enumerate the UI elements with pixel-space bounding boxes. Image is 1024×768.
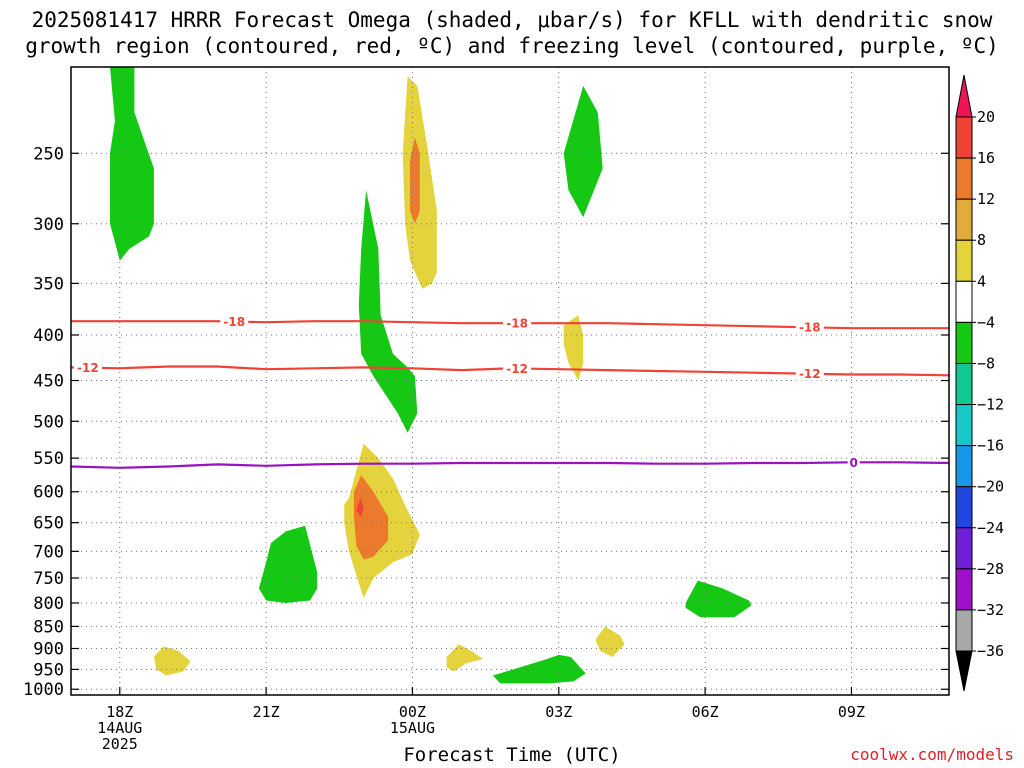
colorbar-segment — [955, 321, 973, 364]
y-tick-label: 800 — [33, 594, 64, 614]
colorbar-label: −12 — [977, 396, 1004, 414]
plot-area — [71, 67, 949, 695]
chart-title-line-1: 2025081417 HRRR Forecast Omega (shaded, … — [31, 8, 993, 32]
colorbar-segment — [955, 280, 973, 323]
contour-label-bg — [73, 360, 102, 375]
y-tick-label: 250 — [33, 144, 64, 164]
colorbar-segment — [955, 445, 973, 488]
colorbar-label: −36 — [977, 642, 1004, 660]
contour-line-2 — [71, 461, 949, 469]
omega-region-3 — [358, 190, 418, 433]
colorbar-segment — [955, 116, 973, 159]
x-tick-label: 15AUG — [390, 719, 435, 737]
omega-region-7 — [353, 475, 389, 560]
y-tick-label: 950 — [33, 660, 64, 680]
omega-region-9 — [258, 525, 318, 603]
colorbar-segment — [955, 404, 973, 447]
x-tick-label: 14AUG — [97, 719, 142, 737]
y-tick-label: 300 — [33, 215, 64, 235]
colorbar-label: −4 — [977, 313, 995, 331]
omega-region-5 — [563, 315, 584, 381]
y-tick-label: 450 — [33, 372, 64, 392]
x-tick-label: 2025 — [102, 735, 138, 753]
contour-label: 0 — [850, 456, 858, 470]
colorbar-segment — [955, 527, 973, 570]
colorbar-label: −8 — [977, 354, 995, 372]
colorbar-label: 20 — [977, 108, 995, 126]
contour-label: -12 — [799, 367, 821, 381]
y-tick-label: 500 — [33, 412, 64, 432]
colorbar-segment — [955, 568, 973, 611]
x-tick-label: 03Z — [545, 703, 572, 721]
colorbar-label: −24 — [977, 519, 1004, 537]
colorbar-arrow-bottom — [955, 650, 973, 692]
contour-label-bg — [503, 316, 532, 331]
colorbar-arrow-top — [955, 74, 973, 118]
omega-region-13 — [595, 626, 625, 657]
contour-label-bg — [795, 320, 824, 335]
contour-label-bg — [795, 366, 824, 381]
y-tick-label: 850 — [33, 617, 64, 637]
colorbar-label: −32 — [977, 601, 1004, 619]
colorbar-segment — [955, 157, 973, 200]
colorbar-segment — [955, 609, 973, 652]
contour-label: -18 — [223, 315, 245, 329]
y-tick-label: 700 — [33, 542, 64, 562]
omega-region-4 — [563, 85, 603, 218]
y-tick-label: 900 — [33, 640, 64, 660]
x-axis-label: Forecast Time (UTC) — [403, 744, 621, 766]
colorbar-segment — [955, 198, 973, 241]
chart-title-line-2: growth region (contoured, red, ºC) and f… — [25, 34, 999, 58]
colorbar-label: 4 — [977, 272, 986, 290]
x-tick-label: 09Z — [838, 703, 865, 721]
y-tick-label: 350 — [33, 274, 64, 294]
omega-region-0 — [110, 67, 154, 261]
colorbar-label: −28 — [977, 560, 1004, 578]
colorbar-label: 12 — [977, 190, 995, 208]
contour-label-bg — [503, 361, 532, 376]
contour-label: -12 — [77, 361, 99, 375]
omega-region-14 — [492, 654, 586, 684]
contour-label: -18 — [799, 321, 821, 335]
y-tick-label: 1000 — [23, 680, 64, 700]
y-tick-label: 750 — [33, 569, 64, 589]
omega-region-8 — [356, 498, 364, 517]
colorbar-segment — [955, 486, 973, 529]
source-credit: coolwx.com/models — [850, 745, 1014, 764]
y-tick-label: 650 — [33, 514, 64, 534]
colorbar-label: −16 — [977, 437, 1004, 455]
contour-label-bg — [220, 314, 249, 329]
x-tick-label: 00Z — [399, 703, 426, 721]
colorbar-segment — [955, 362, 973, 406]
omega-region-11 — [153, 646, 191, 676]
contour-label-bg — [847, 455, 860, 470]
omega-region-10 — [685, 580, 752, 618]
y-tick-label: 550 — [33, 449, 64, 469]
colorbar-label: 8 — [977, 231, 986, 249]
colorbar-segment — [955, 239, 973, 282]
x-tick-label: 18Z — [106, 703, 133, 721]
x-tick-label: 06Z — [692, 703, 719, 721]
colorbar-label: 16 — [977, 149, 995, 167]
x-tick-label: 21Z — [253, 703, 280, 721]
colorbar-label: −20 — [977, 478, 1004, 496]
omega-region-12 — [446, 644, 484, 672]
y-tick-label: 400 — [33, 326, 64, 346]
y-tick-label: 600 — [33, 483, 64, 503]
contour-label: -12 — [506, 362, 528, 376]
contour-label: -18 — [506, 317, 528, 331]
